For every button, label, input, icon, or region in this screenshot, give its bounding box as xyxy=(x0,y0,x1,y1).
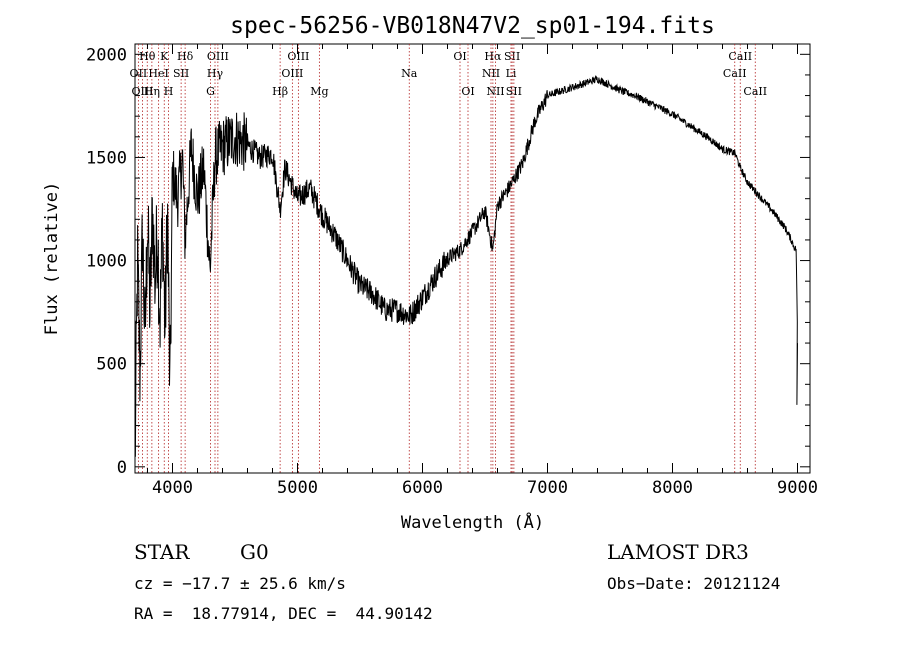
spectrum-line xyxy=(134,74,798,457)
line-label: Hγ xyxy=(207,67,224,80)
line-label: OI xyxy=(453,50,466,63)
line-label: CaII xyxy=(723,67,747,80)
object-subclass: G0 xyxy=(240,540,269,564)
line-label: CaII xyxy=(743,85,767,98)
y-tick-label: 1000 xyxy=(86,252,127,272)
chart-title: spec-56256-VB018N47V2_sp01-194.fits xyxy=(230,13,715,39)
plot-frame xyxy=(134,43,811,474)
x-axis-label: Wavelength (Å) xyxy=(401,511,544,533)
line-label: G xyxy=(206,85,215,98)
line-label: NII xyxy=(486,85,504,98)
line-label: Hθ xyxy=(139,50,156,63)
y-tick-label: 1500 xyxy=(86,148,127,168)
y-axis-label: Flux (relative) xyxy=(42,182,62,336)
object-class: STAR xyxy=(134,540,190,564)
line-label: Mg xyxy=(310,85,328,98)
y-tick-label: 2000 xyxy=(86,45,127,65)
line-label: HeI xyxy=(148,67,168,80)
line-label: SII xyxy=(504,50,520,63)
line-label: OIII xyxy=(281,67,303,80)
line-label: CaII xyxy=(728,50,752,63)
y-tick-label: 0 xyxy=(117,458,127,478)
line-label: K xyxy=(160,50,169,63)
line-label: OI xyxy=(461,85,474,98)
line-label: OIII xyxy=(131,85,153,98)
x-tick-label: 4000 xyxy=(152,478,193,498)
x-tick-label: 9000 xyxy=(777,478,818,498)
x-tick-label: 6000 xyxy=(402,478,443,498)
obs-date: Obs−Date: 20121124 xyxy=(607,574,781,593)
line-label: H xyxy=(164,85,174,98)
line-label: SII xyxy=(506,85,522,98)
y-tick-label: 500 xyxy=(96,355,127,375)
x-tick-label: 8000 xyxy=(652,478,693,498)
line-label: Na xyxy=(401,67,418,80)
line-label: SII xyxy=(173,67,189,80)
line-label: OIII xyxy=(287,50,309,63)
line-label: OII xyxy=(130,67,148,80)
axis-ticks: 4000 5000 6000 7000 8000 9000 0 500 1000 1500 2000 xyxy=(86,44,818,498)
line-label: Hη xyxy=(144,85,160,98)
x-tick-label: 7000 xyxy=(527,478,568,498)
line-label: Hα xyxy=(484,50,502,63)
redshift-cz: cz = −17.7 ± 25.6 km/s xyxy=(134,574,346,593)
spectral-line-markers: Hθ OII OIII K HeI Hη Hδ SII H OIII Hγ G OIII OIII Hβ Mg… xyxy=(130,44,767,473)
line-label: OIII xyxy=(207,50,229,63)
line-label: Li xyxy=(506,67,517,80)
ra-dec: RA = 18.77914, DEC = 44.90142 xyxy=(134,604,433,623)
line-label: Hδ xyxy=(177,50,194,63)
line-label: NII xyxy=(482,67,500,80)
x-tick-label: 5000 xyxy=(277,478,318,498)
line-label: Hβ xyxy=(272,85,288,98)
survey-name: LAMOST DR3 xyxy=(607,540,749,564)
